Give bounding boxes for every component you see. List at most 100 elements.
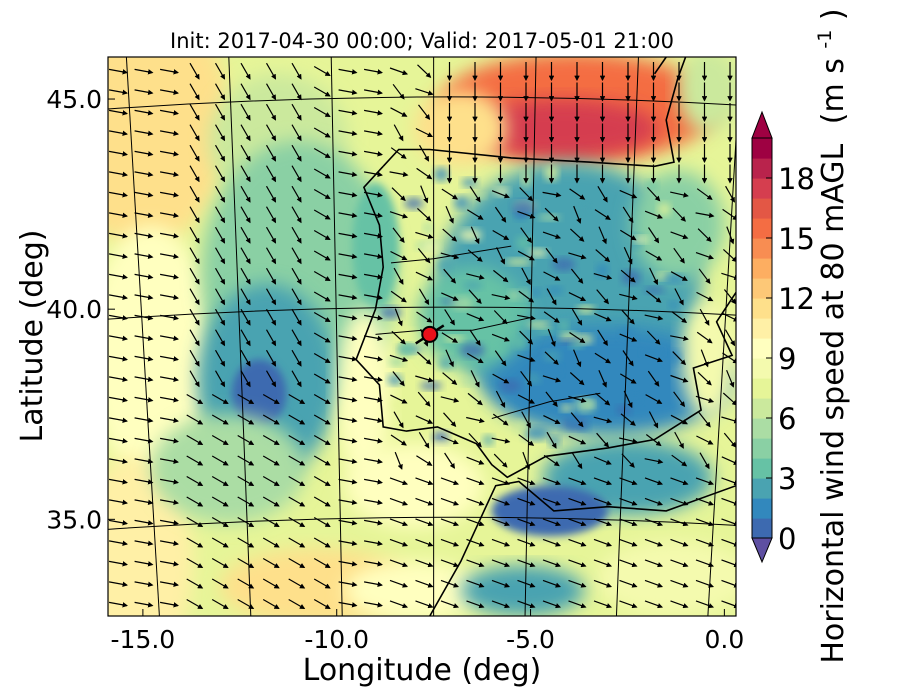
wind-arrow (620, 269, 636, 283)
wind-arrow (415, 600, 434, 609)
wind-arrow (598, 226, 607, 245)
wind-arrow (237, 537, 255, 548)
texture-spot (387, 374, 403, 386)
wind-arrow (415, 88, 434, 96)
wind-arrow (495, 390, 506, 408)
wind-arrow (596, 289, 609, 305)
wind-arrow (338, 335, 358, 341)
wind-arrow (441, 188, 459, 200)
wind-arrow (415, 271, 434, 281)
wind-arrow (619, 497, 638, 506)
texture-spot (432, 431, 450, 445)
wind-arrow (644, 354, 663, 363)
wind-arrow (288, 496, 306, 507)
wind-arrow (418, 144, 430, 162)
wind-arrow (593, 477, 613, 486)
wind-arrow (189, 267, 200, 285)
wind-arrow (619, 600, 638, 609)
wind-arrow (237, 434, 255, 446)
wind-arrow (644, 600, 664, 609)
wind-arrow (338, 89, 358, 95)
speed-blob (681, 300, 736, 419)
texture-spot (574, 397, 597, 413)
wind-arrow (470, 226, 480, 245)
texture-spot (548, 435, 561, 447)
wind-arrow (644, 497, 664, 506)
colorbar-segment (752, 478, 772, 499)
wind-arrow (134, 150, 154, 157)
wind-arrow (134, 396, 154, 403)
wind-arrow (390, 147, 407, 159)
wind-arrow (440, 600, 460, 609)
wind-arrow (237, 414, 255, 425)
y-axis-ticks: 35.0 40.0 45.0 (46, 85, 115, 534)
wind-arrow (393, 267, 404, 285)
wind-arrow (363, 458, 383, 464)
wind-arrow (415, 415, 434, 424)
wind-arrow (545, 391, 558, 407)
wind-arrow (338, 150, 358, 157)
wind-arrow (338, 601, 358, 608)
wind-arrow (108, 130, 128, 136)
wind-arrow (159, 273, 179, 280)
wind-arrow (214, 349, 226, 367)
wind-arrow (699, 452, 710, 470)
wind-arrow (644, 210, 663, 219)
speed-blob (596, 540, 736, 616)
wind-arrow (394, 451, 403, 470)
plot-area (108, 57, 736, 616)
wind-arrow (159, 581, 179, 587)
wind-arrow (517, 314, 536, 321)
wind-arrow (698, 268, 711, 285)
wind-arrow (619, 559, 638, 568)
wind-arrow (517, 600, 536, 609)
colorbar-frame (751, 137, 773, 539)
wind-arrow (214, 288, 226, 306)
wind-arrow (214, 185, 226, 203)
wind-arrow (338, 191, 358, 198)
wind-arrow (265, 288, 277, 306)
colorbar-unit-text: (m s (816, 58, 851, 124)
wind-arrow (313, 496, 331, 507)
wind-arrow (288, 598, 306, 610)
wind-arrow (338, 314, 358, 321)
wind-arrow (542, 191, 562, 198)
wind-arrow (466, 497, 485, 506)
wind-arrow (542, 375, 562, 383)
wind-arrow (211, 578, 229, 589)
chart-title: Init: 2017-04-30 00:00; Valid: 2017-05-0… (170, 29, 674, 53)
wind-arrow (469, 186, 481, 203)
wind-arrow (211, 455, 229, 466)
wind-arrow (363, 355, 383, 362)
wind-arrow (442, 372, 458, 385)
wind-arrow (441, 332, 459, 343)
wind-arrow (189, 185, 200, 203)
wind-arrow (214, 103, 226, 121)
wind-arrow (186, 537, 204, 548)
wind-arrow (291, 62, 302, 80)
wind-arrow (573, 205, 582, 224)
wind-arrow (674, 288, 684, 306)
wind-arrow (134, 273, 154, 280)
wind-arrow (670, 231, 689, 240)
graticule-parallel (108, 96, 736, 110)
colorbar-label-text: Horizontal wind speed at 80 mAGL (816, 143, 851, 663)
wind-arrow (390, 394, 408, 404)
wind-arrow (696, 291, 714, 302)
wind-arrow (313, 106, 331, 118)
wind-arrow (595, 249, 611, 263)
wind-arrow (466, 477, 485, 486)
wind-arrow (214, 62, 226, 80)
texture-spot (663, 350, 682, 366)
wind-arrow (265, 308, 277, 326)
wind-arrow (159, 499, 179, 505)
colorbar-segment (752, 318, 772, 339)
wind-arrow (440, 497, 460, 506)
wind-arrow (621, 309, 635, 325)
speed-blob (418, 267, 527, 369)
colorbar-segment (752, 218, 772, 239)
texture-spot (505, 258, 532, 266)
wind-arrow (189, 124, 200, 142)
wind-arrow (440, 559, 460, 568)
wind-arrow (443, 412, 457, 428)
